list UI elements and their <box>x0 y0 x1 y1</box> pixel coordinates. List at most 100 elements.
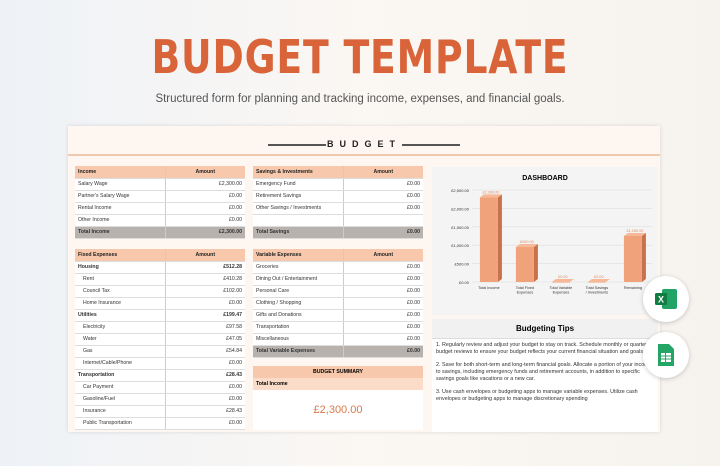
header-label: Fixed Expenses <box>75 249 165 262</box>
row-amount[interactable]: £410.28 <box>164 273 245 286</box>
row-amount[interactable] <box>342 214 423 227</box>
row-amount[interactable]: £0.00 <box>164 297 245 310</box>
row-amount[interactable]: £0.00 <box>342 321 423 334</box>
data-label: £2,300.00 <box>482 190 499 194</box>
total-label: Total Savings <box>253 226 343 239</box>
dashboard: DASHBOARD £0.00 £500.00 £1,000.00 £1,500.00… <box>432 167 658 315</box>
row-amount[interactable]: £0.00 <box>342 273 423 286</box>
row-amount[interactable]: £0.00 <box>342 190 423 203</box>
row-amount[interactable]: £28.43 <box>164 405 245 418</box>
bar-side <box>533 244 538 282</box>
variable-expenses-table: Variable Expenses Amount Groceries £0.00 Din… <box>253 249 423 358</box>
dashboard-title: DASHBOARD <box>522 175 568 182</box>
row-label: Gifts and Donations <box>253 309 343 322</box>
row-amount[interactable]: £97.58 <box>164 321 245 334</box>
tip-2: 2. Save for both short-term and long-ter… <box>436 362 652 382</box>
data-label: £0.00 <box>558 275 568 279</box>
row-amount[interactable]: £0.00 <box>342 297 423 310</box>
row-label: Personal Care <box>253 285 343 298</box>
data-label: £1,250.00 <box>626 229 643 233</box>
sheet-heading: BUDGET <box>68 134 660 156</box>
row-label: Transportation <box>75 369 165 382</box>
total-label: Total Variable Expenses <box>253 345 343 358</box>
row-amount[interactable]: £512.28 <box>164 261 245 274</box>
row-amount[interactable]: £0.00 <box>164 381 245 394</box>
table-row: Home Insurance £0.00 <box>75 297 245 310</box>
row-label: Rent <box>75 273 165 286</box>
header-label: Savings & Investments <box>253 166 343 179</box>
row-amount[interactable]: £0.00 <box>342 333 423 346</box>
row-label: Internet/Cable/Phone <box>75 357 165 370</box>
row-amount[interactable]: £0.00 <box>342 178 423 191</box>
row-label: Miscellaneous <box>253 333 343 346</box>
row-amount[interactable]: £0.00 <box>342 202 423 215</box>
summary-label: Total Income <box>253 378 423 390</box>
bar-top <box>479 194 502 198</box>
row-label: Clothing / Shopping <box>253 297 343 310</box>
x-tick-label: Total Fixed Expenses <box>516 286 534 295</box>
bar <box>623 236 642 282</box>
row-amount[interactable]: £0.00 <box>164 357 245 370</box>
row-amount[interactable]: £0.00 <box>164 393 245 406</box>
row-label: Housing <box>75 261 165 274</box>
y-tick-label: £2,500.00 <box>451 188 470 193</box>
row-amount[interactable]: £102.00 <box>164 285 245 298</box>
row-label: Insurance <box>75 405 165 418</box>
row-label: Emergency Fund <box>253 178 343 191</box>
row-amount[interactable]: £0.00 <box>164 190 245 203</box>
row-amount[interactable]: £2,300.00 <box>164 178 245 191</box>
page-title: BUDGET TEMPLATE <box>151 30 569 84</box>
table-row: Salary Wage £2,300.00 <box>75 178 245 191</box>
table-row: Insurance £28.43 <box>75 405 245 418</box>
bar-top <box>515 244 538 248</box>
table-header: Income Amount <box>75 166 245 179</box>
row-label: Dining Out / Entertainment <box>253 273 343 286</box>
row-amount[interactable]: £0.00 <box>342 309 423 322</box>
row-amount[interactable]: £47.05 <box>164 333 245 346</box>
summary-value: £2,300.00 <box>313 404 363 416</box>
table-row: Rent £410.28 <box>75 273 245 286</box>
bar-side <box>497 194 502 282</box>
total-amount: £0.00 <box>342 345 423 358</box>
tips-title: Budgeting Tips <box>432 319 658 339</box>
row-amount[interactable]: £54.84 <box>164 345 245 358</box>
bar-top <box>623 233 646 236</box>
table-row: Other Income £0.00 <box>75 214 245 227</box>
table-row: Gasoline/Fuel £0.00 <box>75 393 245 406</box>
y-tick-label: £1,000.00 <box>451 243 470 248</box>
row-label: Gas <box>75 345 165 358</box>
total-row: Total Savings £0.00 <box>253 226 423 239</box>
table-row: Housing £512.28 <box>75 261 245 274</box>
x-tick-label: Remaining <box>624 286 642 290</box>
google-sheets-icon <box>643 332 689 378</box>
fixed-expenses-table: Fixed Expenses Amount Housing £512.28 Rent £4… <box>75 249 245 430</box>
sheet-heading-text: BUDGET <box>327 139 401 149</box>
table-header: Fixed Expenses Amount <box>75 249 245 262</box>
row-amount[interactable]: £0.00 <box>342 285 423 298</box>
y-tick-label: £0.00 <box>459 280 470 285</box>
table-row: Internet/Cable/Phone £0.00 <box>75 357 245 370</box>
total-amount: £0.00 <box>342 226 423 239</box>
bar <box>551 282 570 283</box>
table-row: Clothing / Shopping £0.00 <box>253 297 423 310</box>
table-row: Miscellaneous £0.00 <box>253 333 423 346</box>
header-amount: Amount <box>164 249 245 262</box>
row-label: Car Payment <box>75 381 165 394</box>
table-row <box>253 214 423 227</box>
total-row: Total Income £2,300.00 <box>75 226 245 239</box>
savings-table: Savings & Investments Amount Emergency Fun… <box>253 166 423 239</box>
row-label: Partner's Salary Wage <box>75 190 165 203</box>
bar <box>515 247 534 282</box>
row-amount[interactable]: £0.00 <box>164 202 245 215</box>
table-row: Rental Income £0.00 <box>75 202 245 215</box>
svg-text:X: X <box>658 295 664 305</box>
row-amount[interactable]: £0.00 <box>164 214 245 227</box>
row-amount[interactable]: £0.00 <box>342 261 423 274</box>
row-amount[interactable]: £199.47 <box>164 309 245 322</box>
table-row: Partner's Salary Wage £0.00 <box>75 190 245 203</box>
total-amount: £2,300.00 <box>164 226 245 239</box>
row-amount[interactable]: £0.00 <box>164 417 245 430</box>
row-amount[interactable]: £28.43 <box>164 369 245 382</box>
row-label: Council Tax <box>75 285 165 298</box>
table-row: Other Savings / Investments £0.00 <box>253 202 423 215</box>
